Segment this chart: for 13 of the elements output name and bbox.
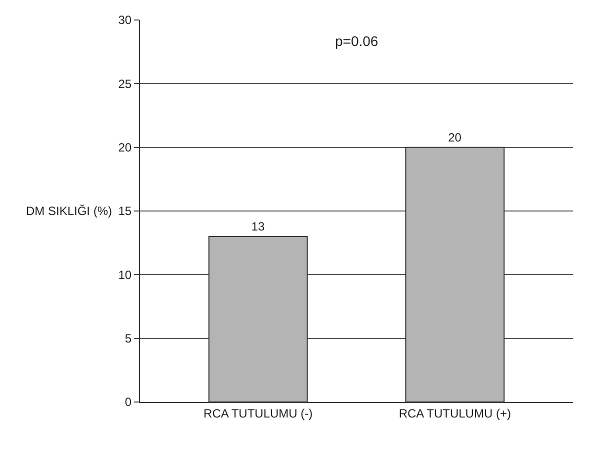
annotation: p=0.06 [335,33,378,49]
y-tick-label: 20 [118,140,132,155]
y-axis-title: DM SIKLIĞI (%) [26,204,112,218]
y-tick-label: 25 [118,76,132,91]
y-tick-label: 15 [118,204,132,218]
x-tick-label: RCA TUTULUMU (-) [204,406,313,420]
x-tick-label: RCA TUTULUMU (+) [398,406,511,420]
y-tick-label: 0 [124,395,132,410]
data-label: 20 [448,130,462,144]
y-tick-label: 10 [118,268,132,282]
y-tick-label: 30 [118,13,132,28]
y-tick-label: 5 [124,332,132,346]
data-label: 13 [251,219,265,234]
